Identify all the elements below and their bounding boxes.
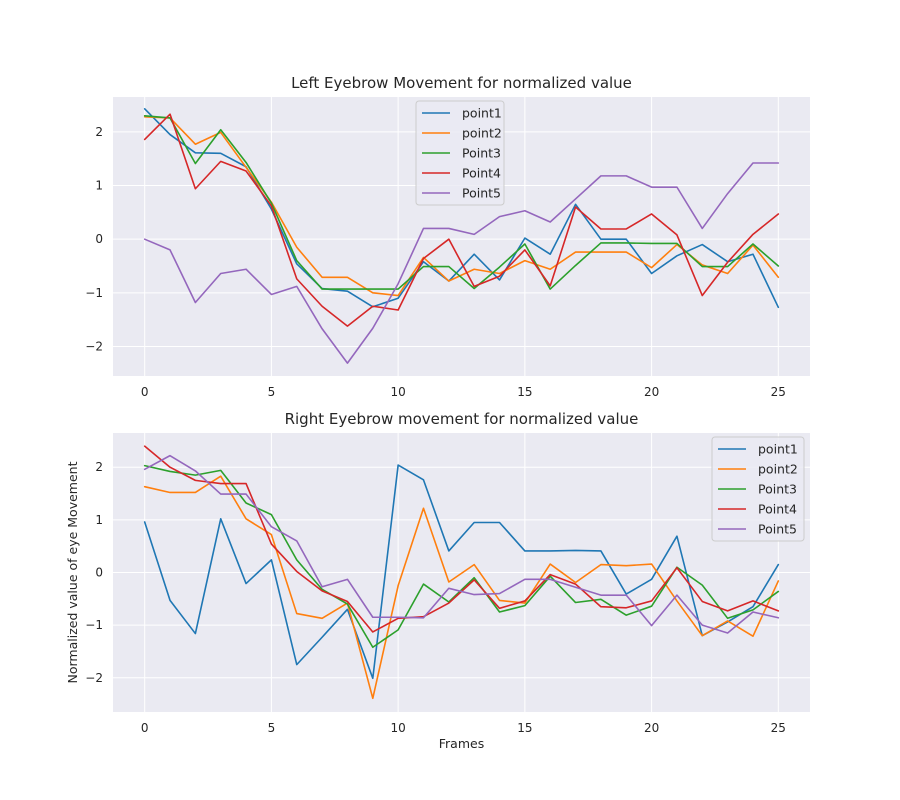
legend-label: point2 — [758, 462, 798, 477]
x-tick-label: 10 — [390, 721, 405, 735]
y-tick-label: 2 — [95, 460, 103, 474]
x-tick-label: 5 — [268, 721, 276, 735]
y-tick-label: 1 — [95, 179, 103, 193]
y-tick-label: 2 — [95, 125, 103, 139]
y-tick-label: 1 — [95, 513, 103, 527]
series-line-point4 — [143, 113, 780, 327]
chart-title: Right Eyebrow movement for normalized va… — [285, 410, 639, 428]
series-line-point5 — [143, 162, 780, 364]
gridlines — [113, 97, 810, 376]
series-lines — [143, 445, 780, 700]
x-tick-label: 20 — [644, 385, 659, 399]
series-line-point3 — [143, 114, 780, 290]
x-axis-label: Frames — [439, 736, 484, 751]
y-tick-label: 0 — [95, 566, 103, 580]
legend-label: Point5 — [758, 522, 797, 537]
legend-label: Point3 — [758, 482, 797, 497]
x-tick-label: 15 — [517, 721, 532, 735]
legend-label: Point5 — [462, 186, 501, 201]
series-lines — [143, 108, 780, 364]
legend-label: Point3 — [462, 146, 501, 161]
x-tick-label: 20 — [644, 721, 659, 735]
series-line-point5 — [143, 454, 780, 634]
legend-box — [415, 100, 505, 206]
legend-box — [711, 436, 805, 542]
x-tick-label: 5 — [268, 385, 276, 399]
x-tick-label: 25 — [771, 721, 786, 735]
legend-label: Point4 — [462, 166, 501, 181]
x-tick-label: 25 — [771, 385, 786, 399]
y-tick-label: 0 — [95, 232, 103, 246]
chart-title: Left Eyebrow Movement for normalized val… — [291, 74, 632, 92]
x-tick-label: 15 — [517, 385, 532, 399]
series-line-point2 — [143, 475, 780, 700]
y-tick-label: −2 — [85, 671, 103, 685]
legend-label: point1 — [758, 442, 798, 457]
series-line-point1 — [143, 464, 780, 680]
legend-label: point1 — [462, 106, 502, 121]
legend: point1 point2 Point3 Point4 Point5 — [415, 100, 505, 206]
y-tick-label: −2 — [85, 339, 103, 353]
y-axis-label: Normalized value of eye Movement — [65, 461, 80, 683]
x-tick-label: 0 — [141, 385, 149, 399]
y-tick-label: −1 — [85, 618, 103, 632]
legend: point1 point2 Point3 Point4 Point5 — [711, 436, 805, 542]
x-tick-label: 0 — [141, 721, 149, 735]
y-tick-label: −1 — [85, 286, 103, 300]
series-line-point2 — [143, 116, 780, 297]
legend-label: point2 — [462, 126, 502, 141]
x-tick-label: 10 — [390, 385, 405, 399]
legend-label: Point4 — [758, 502, 797, 517]
